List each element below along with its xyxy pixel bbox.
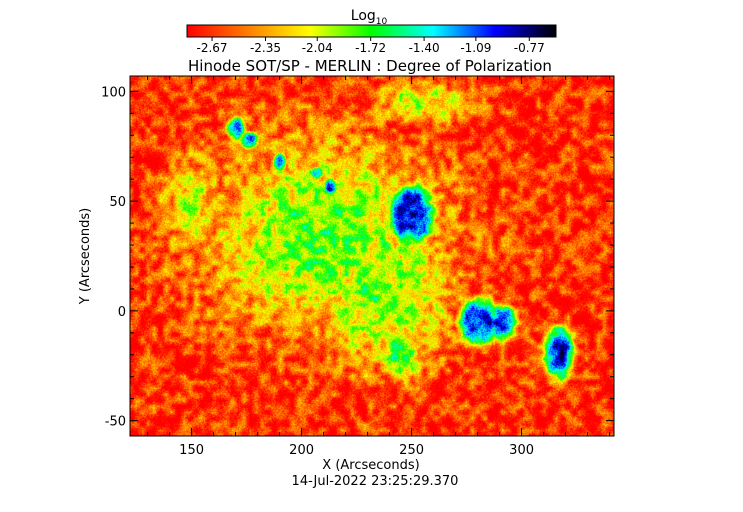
x-tick-label: 250 <box>399 443 424 458</box>
x-tick-label: 300 <box>509 443 534 458</box>
x-axis-ticks: 150 200 250 300 <box>147 76 611 458</box>
colorbar-tick-label: -0.77 <box>514 41 545 55</box>
x-axis-label: X (Arcseconds) <box>322 458 419 473</box>
colorbar-tick-label: -2.35 <box>250 41 281 55</box>
colorbar-tick-label: -1.40 <box>409 41 440 55</box>
colorbar-tick-label: -1.72 <box>355 41 386 55</box>
colorbar-title: Log10 <box>351 8 388 27</box>
colorbar-ticks: -2.67 -2.35 -2.04 -1.72 -1.40 -1.09 -0.77 <box>197 37 545 55</box>
y-tick-label: 50 <box>109 195 126 210</box>
colorbar-gradient <box>186 24 557 38</box>
colorbar-title-base: Log <box>351 8 376 24</box>
y-axis-ticks: -50 0 50 100 <box>101 85 614 430</box>
chart-title: Hinode SOT/SP - MERLIN : Degree of Polar… <box>188 57 552 75</box>
timestamp: 14-Jul-2022 23:25:29.370 <box>292 474 459 489</box>
y-tick-label: -50 <box>105 415 126 430</box>
y-tick-label: 0 <box>118 305 126 320</box>
colorbar-tick-label: -2.67 <box>197 41 228 55</box>
colorbar: Log10 -2.67 -2.35 -2.04 -1.72 -1.40 -1.09 -0.7… <box>186 8 557 55</box>
colorbar-tick-label: -2.04 <box>302 41 333 55</box>
x-tick-label: 200 <box>289 443 314 458</box>
plot-area: 150 200 250 300 -50 0 50 100 <box>101 75 615 458</box>
colorbar-tick-label: -1.09 <box>460 41 491 55</box>
y-tick-label: 100 <box>101 85 126 100</box>
heatmap-image <box>130 76 614 436</box>
plot-frame <box>129 75 615 437</box>
y-axis-label: Y (Arcseconds) <box>78 208 93 305</box>
x-tick-label: 150 <box>179 443 204 458</box>
colorbar-title-sub: 10 <box>376 17 388 27</box>
